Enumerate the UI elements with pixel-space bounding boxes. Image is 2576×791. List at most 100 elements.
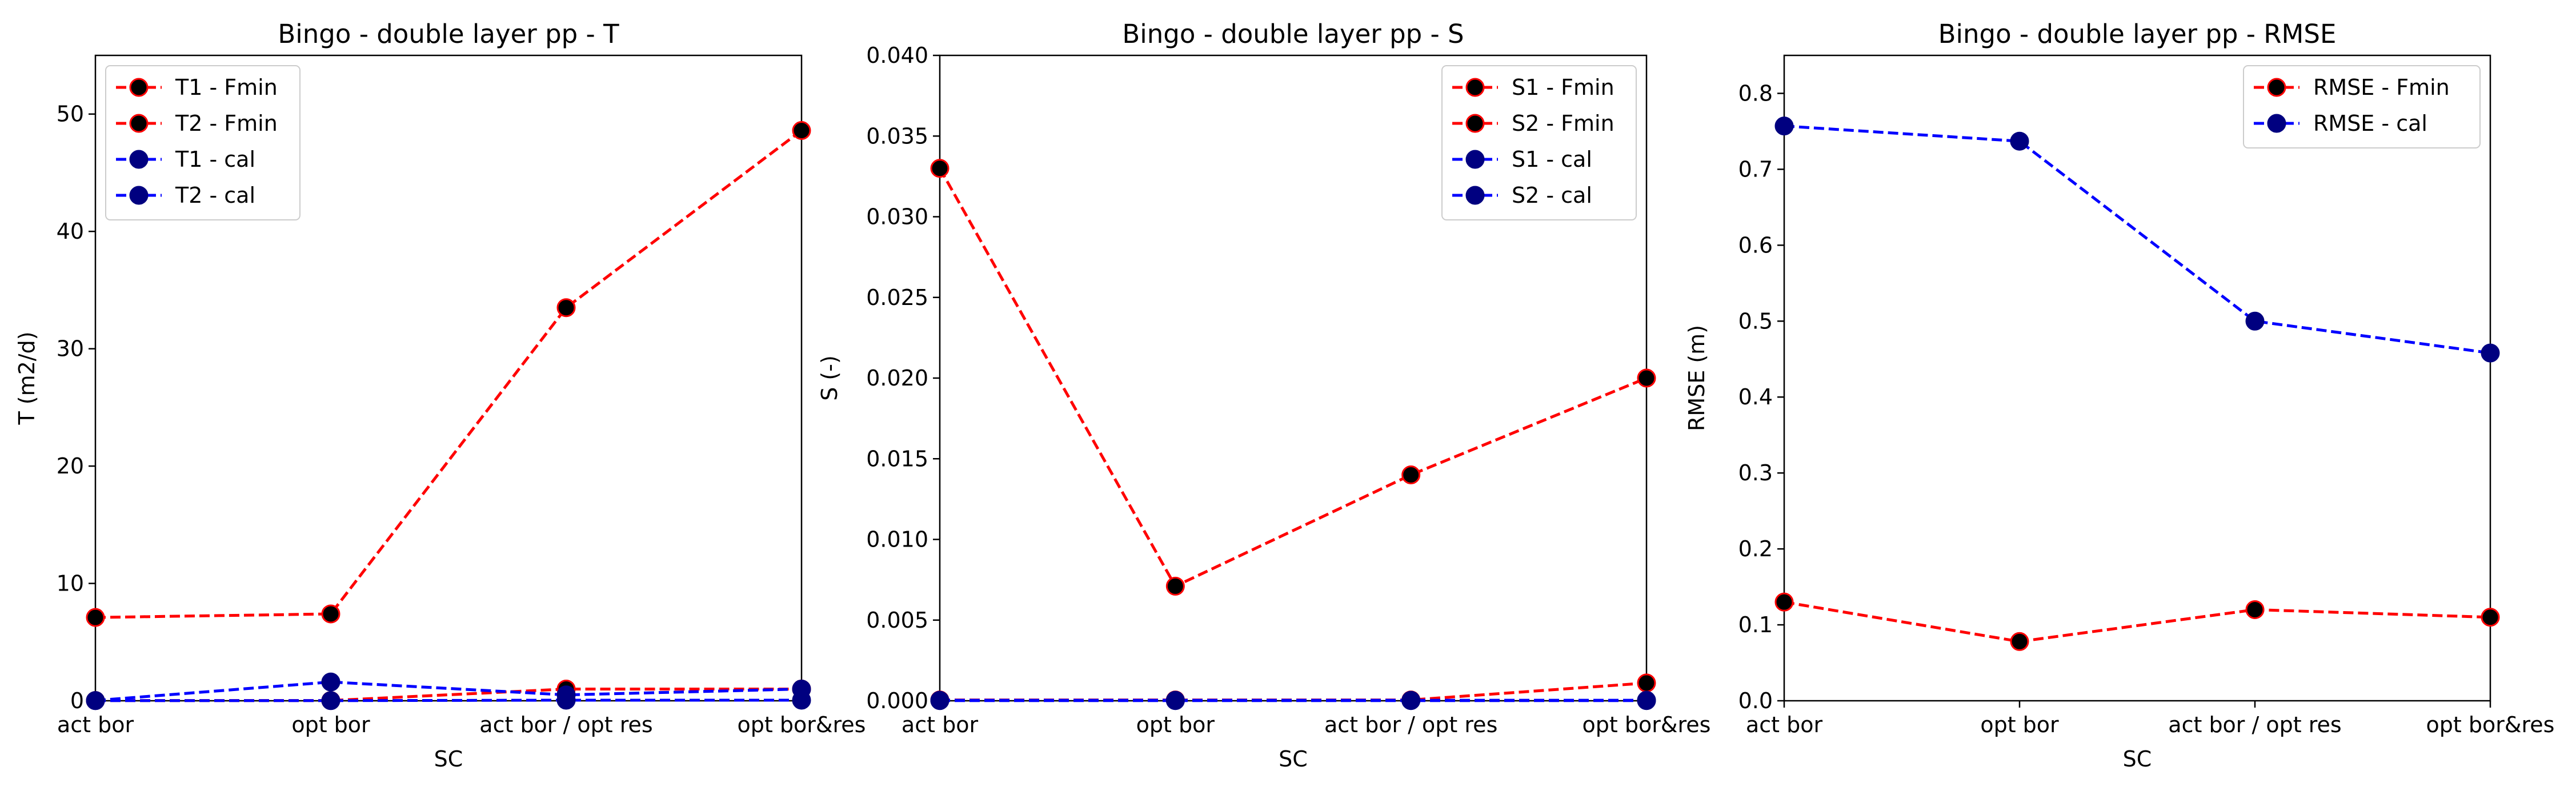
legend-marker xyxy=(1465,186,1485,205)
legend-marker xyxy=(2267,78,2286,97)
legend-marker xyxy=(1465,78,1485,97)
y-tick-label: 0.035 xyxy=(866,123,928,148)
series-t2-fmin xyxy=(86,679,811,710)
legend-label: T2 - cal xyxy=(175,183,255,208)
legend-marker xyxy=(129,114,149,133)
legend-marker xyxy=(129,78,149,97)
y-tick-label: 0.040 xyxy=(866,43,928,68)
x-tick-label: act bor xyxy=(902,712,979,737)
legend-label: RMSE - cal xyxy=(2313,111,2427,136)
x-tick-label: opt bor&res xyxy=(738,712,866,737)
series-t1-fmin xyxy=(86,121,811,627)
data-point xyxy=(1637,368,1656,388)
legend-marker xyxy=(1465,114,1485,133)
data-point xyxy=(556,690,576,710)
data-point xyxy=(2010,131,2029,151)
x-tick-label: opt bor&res xyxy=(1583,712,1711,737)
chart-panel-1: Bingo - double layer pp - T act bor opt bo… xyxy=(14,19,866,772)
data-point xyxy=(2481,343,2500,363)
y-tick-label: 0.0 xyxy=(1738,688,1773,713)
data-point xyxy=(2245,600,2265,619)
series-line xyxy=(938,167,1647,588)
y-tick-label: 50 xyxy=(57,102,84,127)
series-line xyxy=(1784,600,2491,643)
data-point xyxy=(321,691,340,710)
x-tick-label: opt bor&res xyxy=(2426,712,2555,737)
y-tick-label: 40 xyxy=(57,219,84,244)
y-axis-label: RMSE (m) xyxy=(1684,325,1709,431)
y-tick-label: 0 xyxy=(70,688,84,713)
plot-frame xyxy=(94,54,803,702)
x-axis-label: SC xyxy=(1279,746,1308,772)
y-tick-label: 0.005 xyxy=(866,608,928,633)
series-s2-fmin xyxy=(930,673,1656,710)
legend-label: T1 - Fmin xyxy=(175,75,278,100)
chart-title: Bingo - double layer pp - RMSE xyxy=(1938,19,2337,49)
legend-label: S1 - Fmin xyxy=(1512,75,1614,100)
y-tick-label: 0.030 xyxy=(866,204,928,230)
x-tick-label: opt bor xyxy=(291,712,370,737)
legend-frame xyxy=(1441,65,1637,220)
data-point xyxy=(86,608,105,627)
legend-frame xyxy=(105,65,301,220)
x-tick-label: act bor xyxy=(57,712,134,737)
chart-panel-3: Bingo - double layer pp - RMSE act bor opt… xyxy=(1684,19,2554,772)
series-rmse-fmin xyxy=(1774,592,2500,651)
x-tick-label: act bor / opt res xyxy=(1324,712,1497,737)
legend: RMSE - Fmin RMSE - cal xyxy=(2243,65,2481,148)
y-tick-label: 0.7 xyxy=(1738,156,1773,182)
y-tick-label: 10 xyxy=(57,571,84,596)
series-s2-cal xyxy=(930,691,1656,710)
series-line xyxy=(95,698,802,702)
legend-marker xyxy=(129,150,149,169)
series-line xyxy=(95,687,802,702)
data-point xyxy=(1401,465,1421,484)
data-point xyxy=(792,121,811,140)
data-point xyxy=(1165,576,1185,596)
legend-marker xyxy=(2267,114,2286,133)
series-rmse-cal xyxy=(1774,117,2500,363)
x-axis-label: SC xyxy=(2123,746,2152,772)
x-tick-label: opt bor xyxy=(1136,712,1215,737)
data-point xyxy=(2245,311,2265,331)
y-tick-label: 0.020 xyxy=(866,366,928,391)
legend-label: RMSE - Fmin xyxy=(2313,75,2450,100)
y-tick-label: 0.8 xyxy=(1738,81,1773,106)
data-point xyxy=(1774,117,1794,136)
data-point xyxy=(2010,632,2029,651)
series-t2-cal xyxy=(86,690,811,710)
legend-frame xyxy=(2243,65,2481,148)
series-line xyxy=(1784,125,2491,355)
data-point xyxy=(1165,691,1185,710)
y-tick-label: 0.025 xyxy=(866,285,928,310)
data-point xyxy=(321,672,340,692)
data-point xyxy=(930,691,950,710)
data-point xyxy=(1637,673,1656,693)
series-line xyxy=(940,681,1647,702)
legend: T1 - Fmin T2 - Fmin T1 - cal T2 - cal xyxy=(105,65,301,220)
x-tick-label: opt bor xyxy=(1980,712,2059,737)
legend-label: T2 - Fmin xyxy=(175,111,278,136)
series-line xyxy=(95,680,802,702)
y-tick-label: 0.010 xyxy=(866,527,928,552)
y-tick-label: 0.000 xyxy=(866,688,928,713)
data-point xyxy=(556,298,576,318)
y-tick-label: 30 xyxy=(57,336,84,362)
data-point xyxy=(2481,608,2500,627)
x-tick-label: act bor / opt res xyxy=(479,712,652,737)
x-axis-label: SC xyxy=(434,746,463,772)
y-tick-label: 0.5 xyxy=(1738,308,1773,334)
data-point xyxy=(321,604,340,624)
y-tick-label: 0.2 xyxy=(1738,536,1773,561)
y-tick-label: 20 xyxy=(57,453,84,479)
legend-marker xyxy=(1465,150,1485,169)
chart-title: Bingo - double layer pp - T xyxy=(278,19,619,49)
chart-title: Bingo - double layer pp - S xyxy=(1122,19,1464,49)
legend: S1 - Fmin S2 - Fmin S1 - cal S2 - cal xyxy=(1441,65,1637,220)
data-point xyxy=(1401,691,1421,710)
legend-label: T1 - cal xyxy=(175,147,255,172)
chart-panel-2: Bingo - double layer pp - S act bor opt bo… xyxy=(817,19,1710,772)
legend-label: S2 - cal xyxy=(1512,183,1592,208)
data-point xyxy=(792,690,811,710)
